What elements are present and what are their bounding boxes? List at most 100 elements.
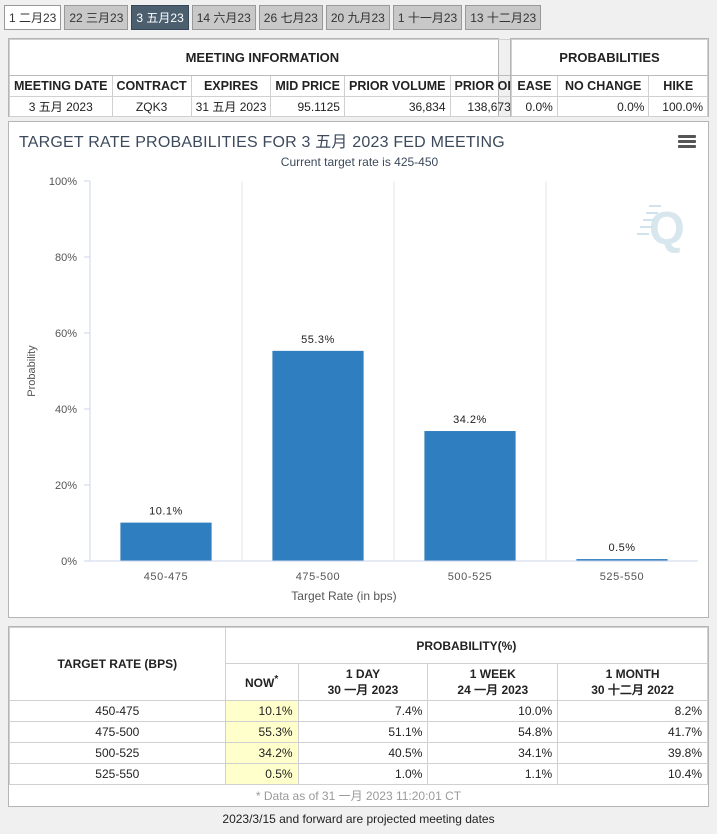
table-row: 500-525 34.2% 40.5% 34.1% 39.8% — [9, 742, 708, 764]
probability-group-header: PROBABILITY(%) — [224, 627, 709, 664]
target-rate-cell: 525-550 — [9, 763, 226, 785]
prob-col-header: 1 WEEK 24 一月 2023 — [427, 663, 559, 701]
bar-525-550[interactable] — [576, 559, 668, 561]
probability-cell: 10.4% — [557, 763, 708, 785]
target-rate-cell: 500-525 — [9, 742, 226, 764]
watermark-logo-icon: Q — [649, 202, 685, 254]
target-rate-chart-panel: TARGET RATE PROBABILITIES FOR 3 五月 2023 … — [8, 121, 709, 618]
prob-col-header-line1: 1 WEEK — [469, 666, 516, 681]
now-probability-cell: 55.3% — [224, 721, 299, 743]
tab-meeting-2[interactable]: 22 三月23 — [64, 5, 129, 30]
probability-cell: 40.5% — [297, 742, 429, 764]
data-label: 34.2% — [453, 414, 487, 426]
tab-meeting-8[interactable]: 13 十二月23 — [465, 5, 542, 30]
prob-col-header: NOW* — [224, 663, 299, 701]
meeting-info-cell: 36,834 — [343, 96, 451, 117]
probabilities-cell: 0.0% — [511, 96, 558, 117]
meeting-info-col-header: EXPIRES — [190, 75, 272, 97]
data-timestamp-footnote: * Data as of 31 一月 2023 11:20:01 CT — [255, 789, 462, 803]
x-tick-label: 475-500 — [296, 571, 341, 583]
x-axis-title: Target Rate (in bps) — [291, 589, 396, 603]
probabilities-col-header: EASE — [511, 75, 558, 97]
bar-450-475[interactable] — [120, 522, 212, 561]
bar-chart: Q 0% 20% 40% 60% 80% 100% 10.1% 450-475 55.3% 475-… — [26, 176, 698, 603]
prob-col-header-line1: 1 DAY — [345, 666, 381, 681]
probability-cell: 51.1% — [297, 721, 429, 743]
probability-cell: 34.1% — [427, 742, 559, 764]
prob-col-header-date: 24 一月 2023 — [457, 682, 529, 697]
tab-meeting-5[interactable]: 26 七月23 — [258, 5, 323, 30]
data-label: 10.1% — [149, 506, 183, 518]
y-tick-label: 20% — [55, 480, 77, 492]
probability-cell: 1.0% — [297, 763, 429, 785]
table-row: 475-500 55.3% 51.1% 54.8% 41.7% — [9, 721, 708, 743]
probabilities-title: PROBABILITIES — [511, 39, 708, 76]
now-probability-cell: 34.2% — [224, 742, 299, 764]
probabilities-cell: 0.0% — [556, 96, 650, 117]
prob-col-header: 1 MONTH 30 十二月 2022 — [557, 663, 708, 701]
target-rate-header: TARGET RATE (BPS) — [9, 627, 226, 701]
now-probability-cell: 0.5% — [224, 763, 299, 785]
probabilities-col-header: HIKE — [648, 75, 708, 97]
probability-cell: 8.2% — [557, 700, 708, 722]
now-asterisk: * — [274, 674, 279, 685]
probability-cell: 1.1% — [427, 763, 559, 785]
meeting-info-cell: 3 五月 2023 — [9, 96, 113, 117]
y-tick-label: 100% — [49, 176, 77, 188]
meeting-info-col-header: PRIOR VOLUME — [343, 75, 451, 97]
meeting-info-cell: ZQK3 — [111, 96, 192, 117]
bar-475-500[interactable] — [272, 350, 364, 561]
probability-cell: 54.8% — [427, 721, 559, 743]
probabilities-cell: 100.0% — [648, 96, 708, 117]
prob-col-header-line1: 1 MONTH — [605, 666, 660, 681]
now-probability-cell: 10.1% — [224, 700, 299, 722]
target-rate-cell: 475-500 — [9, 721, 226, 743]
x-tick-label: 450-475 — [144, 571, 189, 583]
y-tick-label: 0% — [61, 556, 77, 568]
prob-col-header: 1 DAY 30 一月 2023 — [297, 663, 429, 701]
table-row: 450-475 10.1% 7.4% 10.0% 8.2% — [9, 700, 708, 722]
chart-title: TARGET RATE PROBABILITIES FOR 3 五月 2023 … — [19, 134, 505, 151]
data-label: 0.5% — [608, 542, 635, 554]
probabilities-col-header: NO CHANGE — [556, 75, 650, 97]
meeting-date-tabs: 1 二月23 22 三月23 3 五月23 14 六月23 26 七月23 20 九月23… — [4, 5, 542, 30]
probabilities-panel: PROBABILITIES EASE NO CHANGE HIKE 0.0% 0.0%… — [510, 38, 709, 117]
prob-col-header-date: 30 一月 2023 — [327, 682, 399, 697]
probability-cell: 41.7% — [557, 721, 708, 743]
prob-col-header-date: 30 十二月 2022 — [591, 682, 674, 697]
tab-meeting-6[interactable]: 20 九月23 — [325, 5, 390, 30]
y-tick-label: 80% — [55, 252, 77, 264]
tab-meeting-7[interactable]: 1 十一月23 — [392, 5, 463, 30]
bar-500-525[interactable] — [424, 431, 516, 561]
probabilities-table: PROBABILITIES EASE NO CHANGE HIKE 0.0% 0.0%… — [511, 39, 708, 117]
x-tick-label: 525-550 — [600, 571, 645, 583]
x-tick-label: 500-525 — [448, 571, 493, 583]
y-axis-title: Probability — [26, 345, 38, 397]
table-row: 525-550 0.5% 1.0% 1.1% 10.4% — [9, 763, 708, 785]
meeting-info-col-header: MEETING DATE — [9, 75, 113, 97]
probability-cell: 7.4% — [297, 700, 429, 722]
meeting-info-col-header: CONTRACT — [111, 75, 192, 97]
meeting-info-col-header: PRIOR OI — [449, 75, 516, 97]
meeting-information-table: MEETING INFORMATION MEETING DATE CONTRACT… — [9, 39, 516, 117]
meeting-info-cell: 95.1125 — [270, 96, 345, 117]
meeting-info-cell: 31 五月 2023 — [190, 96, 272, 117]
y-tick-label: 40% — [55, 404, 77, 416]
probability-history-panel: TARGET RATE (BPS) PROBABILITY(%) NOW* 1 D… — [8, 626, 709, 807]
meeting-info-cell: 138,673 — [449, 96, 516, 117]
projection-note: 2023/3/15 and forward are projected meet… — [222, 812, 495, 826]
tab-meeting-4[interactable]: 14 六月23 — [191, 5, 256, 30]
tab-meeting-1[interactable]: 1 二月23 — [4, 5, 62, 30]
probability-cell: 39.8% — [557, 742, 708, 764]
probability-history-table: TARGET RATE (BPS) PROBABILITY(%) NOW* 1 D… — [9, 627, 709, 785]
prob-col-header-line1: NOW — [244, 676, 275, 690]
data-label: 55.3% — [301, 334, 335, 346]
target-rate-cell: 450-475 — [9, 700, 226, 722]
chart-menu-icon[interactable] — [678, 135, 696, 151]
probability-cell: 10.0% — [427, 700, 559, 722]
tab-meeting-3[interactable]: 3 五月23 — [131, 5, 189, 30]
meeting-information-title: MEETING INFORMATION — [9, 39, 516, 76]
meeting-information-panel: MEETING INFORMATION MEETING DATE CONTRACT… — [8, 38, 516, 117]
chart-subtitle: Current target rate is 425-450 — [280, 155, 439, 169]
y-tick-label: 60% — [55, 328, 77, 340]
